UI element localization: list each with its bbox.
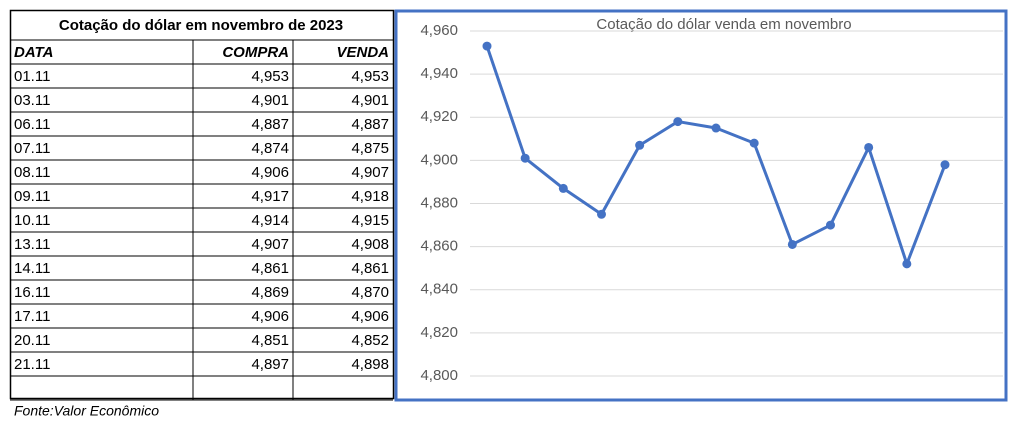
- table-cell: 4,917: [251, 188, 289, 205]
- table-cell: 4,874: [251, 140, 289, 157]
- y-tick-label: 4,900: [420, 151, 458, 168]
- point: [940, 160, 950, 170]
- table-cell: 4,898: [351, 356, 389, 373]
- table-cell: 4,851: [251, 332, 289, 349]
- point: [482, 41, 492, 51]
- y-tick-label: 4,800: [420, 367, 458, 384]
- table-cell: 4,875: [351, 140, 389, 157]
- table-cell: 4,852: [351, 332, 389, 349]
- table-cell: 14.11: [14, 260, 50, 277]
- table-cell: 4,869: [251, 284, 289, 301]
- y-tick-label: 4,960: [420, 22, 458, 39]
- y-tick-label: 4,920: [420, 108, 458, 125]
- table-cell: 4,918: [351, 188, 389, 205]
- chart-border: [394, 9, 1008, 402]
- table-cell: 4,908: [351, 236, 389, 253]
- point: [787, 239, 797, 249]
- y-tick-label: 4,820: [420, 324, 458, 341]
- point: [864, 142, 874, 152]
- table-title: Cotação do dólar em novembro de 2023: [59, 17, 343, 34]
- point: [711, 123, 721, 133]
- table-cell: 4,887: [251, 116, 289, 133]
- table-cell: 4,861: [251, 260, 289, 277]
- y-tick-label: 4,860: [420, 238, 458, 255]
- table-cell: 4,897: [251, 356, 289, 373]
- point: [520, 153, 530, 163]
- point: [558, 183, 568, 193]
- point: [826, 220, 835, 230]
- table-cell: 4,953: [351, 68, 389, 85]
- table-cell: 4,901: [251, 92, 289, 109]
- y-tick-label: 4,880: [420, 194, 458, 211]
- table-cell: 10.11: [14, 212, 50, 229]
- table-border: [9, 9, 395, 400]
- header-cell: COMPRA: [222, 44, 289, 61]
- point: [597, 209, 606, 219]
- table-cell: 4,861: [351, 260, 389, 277]
- table-cell: 4,870: [351, 284, 389, 301]
- table-cell: 21.11: [14, 356, 50, 373]
- table-cell: 4,915: [351, 212, 389, 229]
- table-cell: 08.11: [14, 164, 50, 181]
- point: [673, 117, 683, 127]
- table-cell: 4,914: [251, 212, 289, 229]
- table-cell: 06.11: [14, 116, 50, 133]
- y-tick-label: 4,940: [420, 65, 458, 82]
- y-tick-label: 4,840: [420, 281, 458, 298]
- point: [902, 259, 912, 269]
- table-cell: 4,907: [251, 236, 289, 253]
- header-cell: DATA: [14, 44, 53, 61]
- table-cell: 4,906: [251, 308, 289, 325]
- point: [635, 140, 645, 150]
- table-cell: 4,953: [251, 68, 289, 85]
- table-cell: 13.11: [14, 236, 50, 253]
- source: Fonte:Valor Econômico: [14, 403, 159, 419]
- table-cell: 4,907: [351, 164, 389, 181]
- table-cell: 4,887: [351, 116, 389, 133]
- table-cell: 16.11: [14, 284, 50, 301]
- table-cell: 03.11: [14, 92, 50, 109]
- table-cell: 4,906: [351, 308, 389, 325]
- point: [749, 138, 759, 148]
- table-cell: 01.11: [14, 68, 50, 85]
- chart-title: Cotação do dólar venda em novembro: [596, 16, 851, 33]
- table-cell: 4,901: [351, 92, 389, 109]
- table-cell: 4,906: [251, 164, 289, 181]
- header-cell: VENDA: [336, 44, 389, 61]
- table-cell: 09.11: [14, 188, 50, 205]
- table-cell: 17.11: [14, 308, 50, 325]
- table-cell: 20.11: [14, 332, 50, 349]
- table-cell: 07.11: [14, 140, 50, 157]
